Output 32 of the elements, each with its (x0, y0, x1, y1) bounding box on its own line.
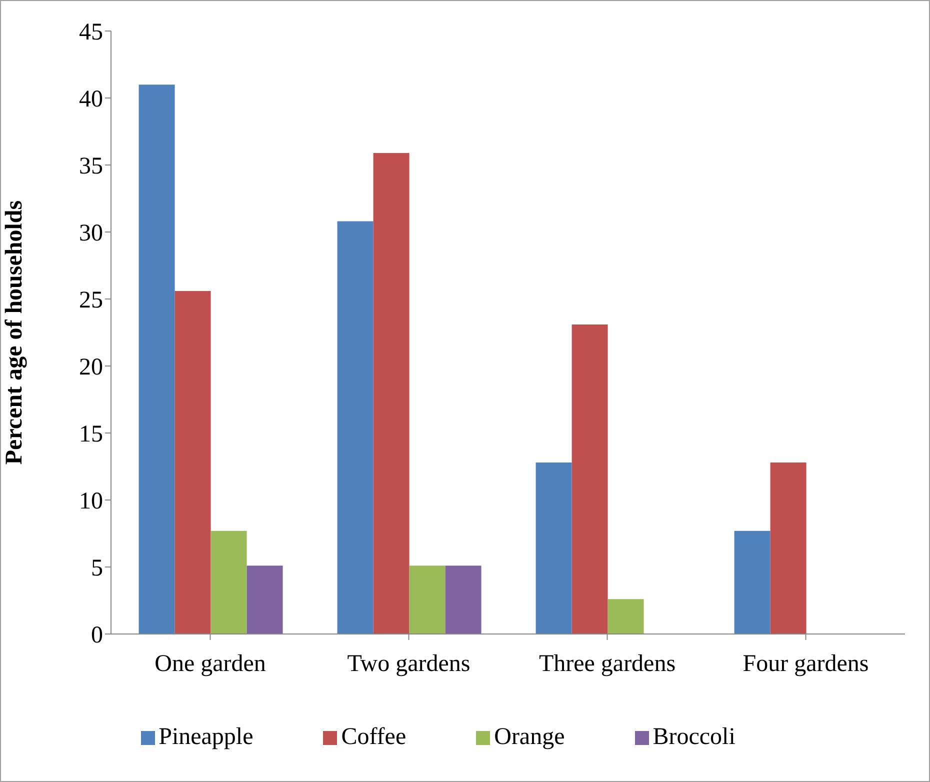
x-tick-label: One garden (154, 651, 266, 678)
x-tick-label: Four gardens (742, 651, 869, 678)
bar (734, 530, 770, 634)
y-tick-label: 25 (79, 288, 103, 314)
y-tick-label: 45 (79, 20, 103, 46)
y-tick-label: 10 (79, 488, 103, 515)
y-tick-label: 30 (79, 220, 103, 247)
y-axis-title: Percent age of households (2, 200, 28, 465)
bar (337, 221, 374, 634)
bar (174, 290, 211, 634)
y-tick-label: 35 (79, 154, 103, 180)
bar (445, 566, 482, 634)
legend-label: Coffee (341, 724, 406, 750)
legend-label: Broccoli (652, 724, 736, 750)
bar (536, 462, 572, 634)
y-tick-label: 15 (79, 422, 103, 448)
bar (373, 152, 410, 634)
y-tick-label: 20 (79, 354, 103, 381)
bar (409, 566, 446, 634)
legend-label: Orange (494, 724, 565, 750)
x-tick-label: Two gardens (347, 651, 470, 678)
bar (138, 84, 175, 634)
legend-label: Pineapple (158, 724, 254, 750)
bar (246, 566, 283, 634)
bar (770, 462, 806, 634)
y-tick-label: 0 (91, 622, 103, 649)
bar (608, 599, 644, 634)
y-tick-label: 5 (91, 556, 103, 582)
bar (572, 324, 608, 634)
bar (210, 530, 247, 634)
x-tick-label: Three gardens (538, 651, 676, 678)
y-tick-label: 40 (79, 86, 103, 113)
